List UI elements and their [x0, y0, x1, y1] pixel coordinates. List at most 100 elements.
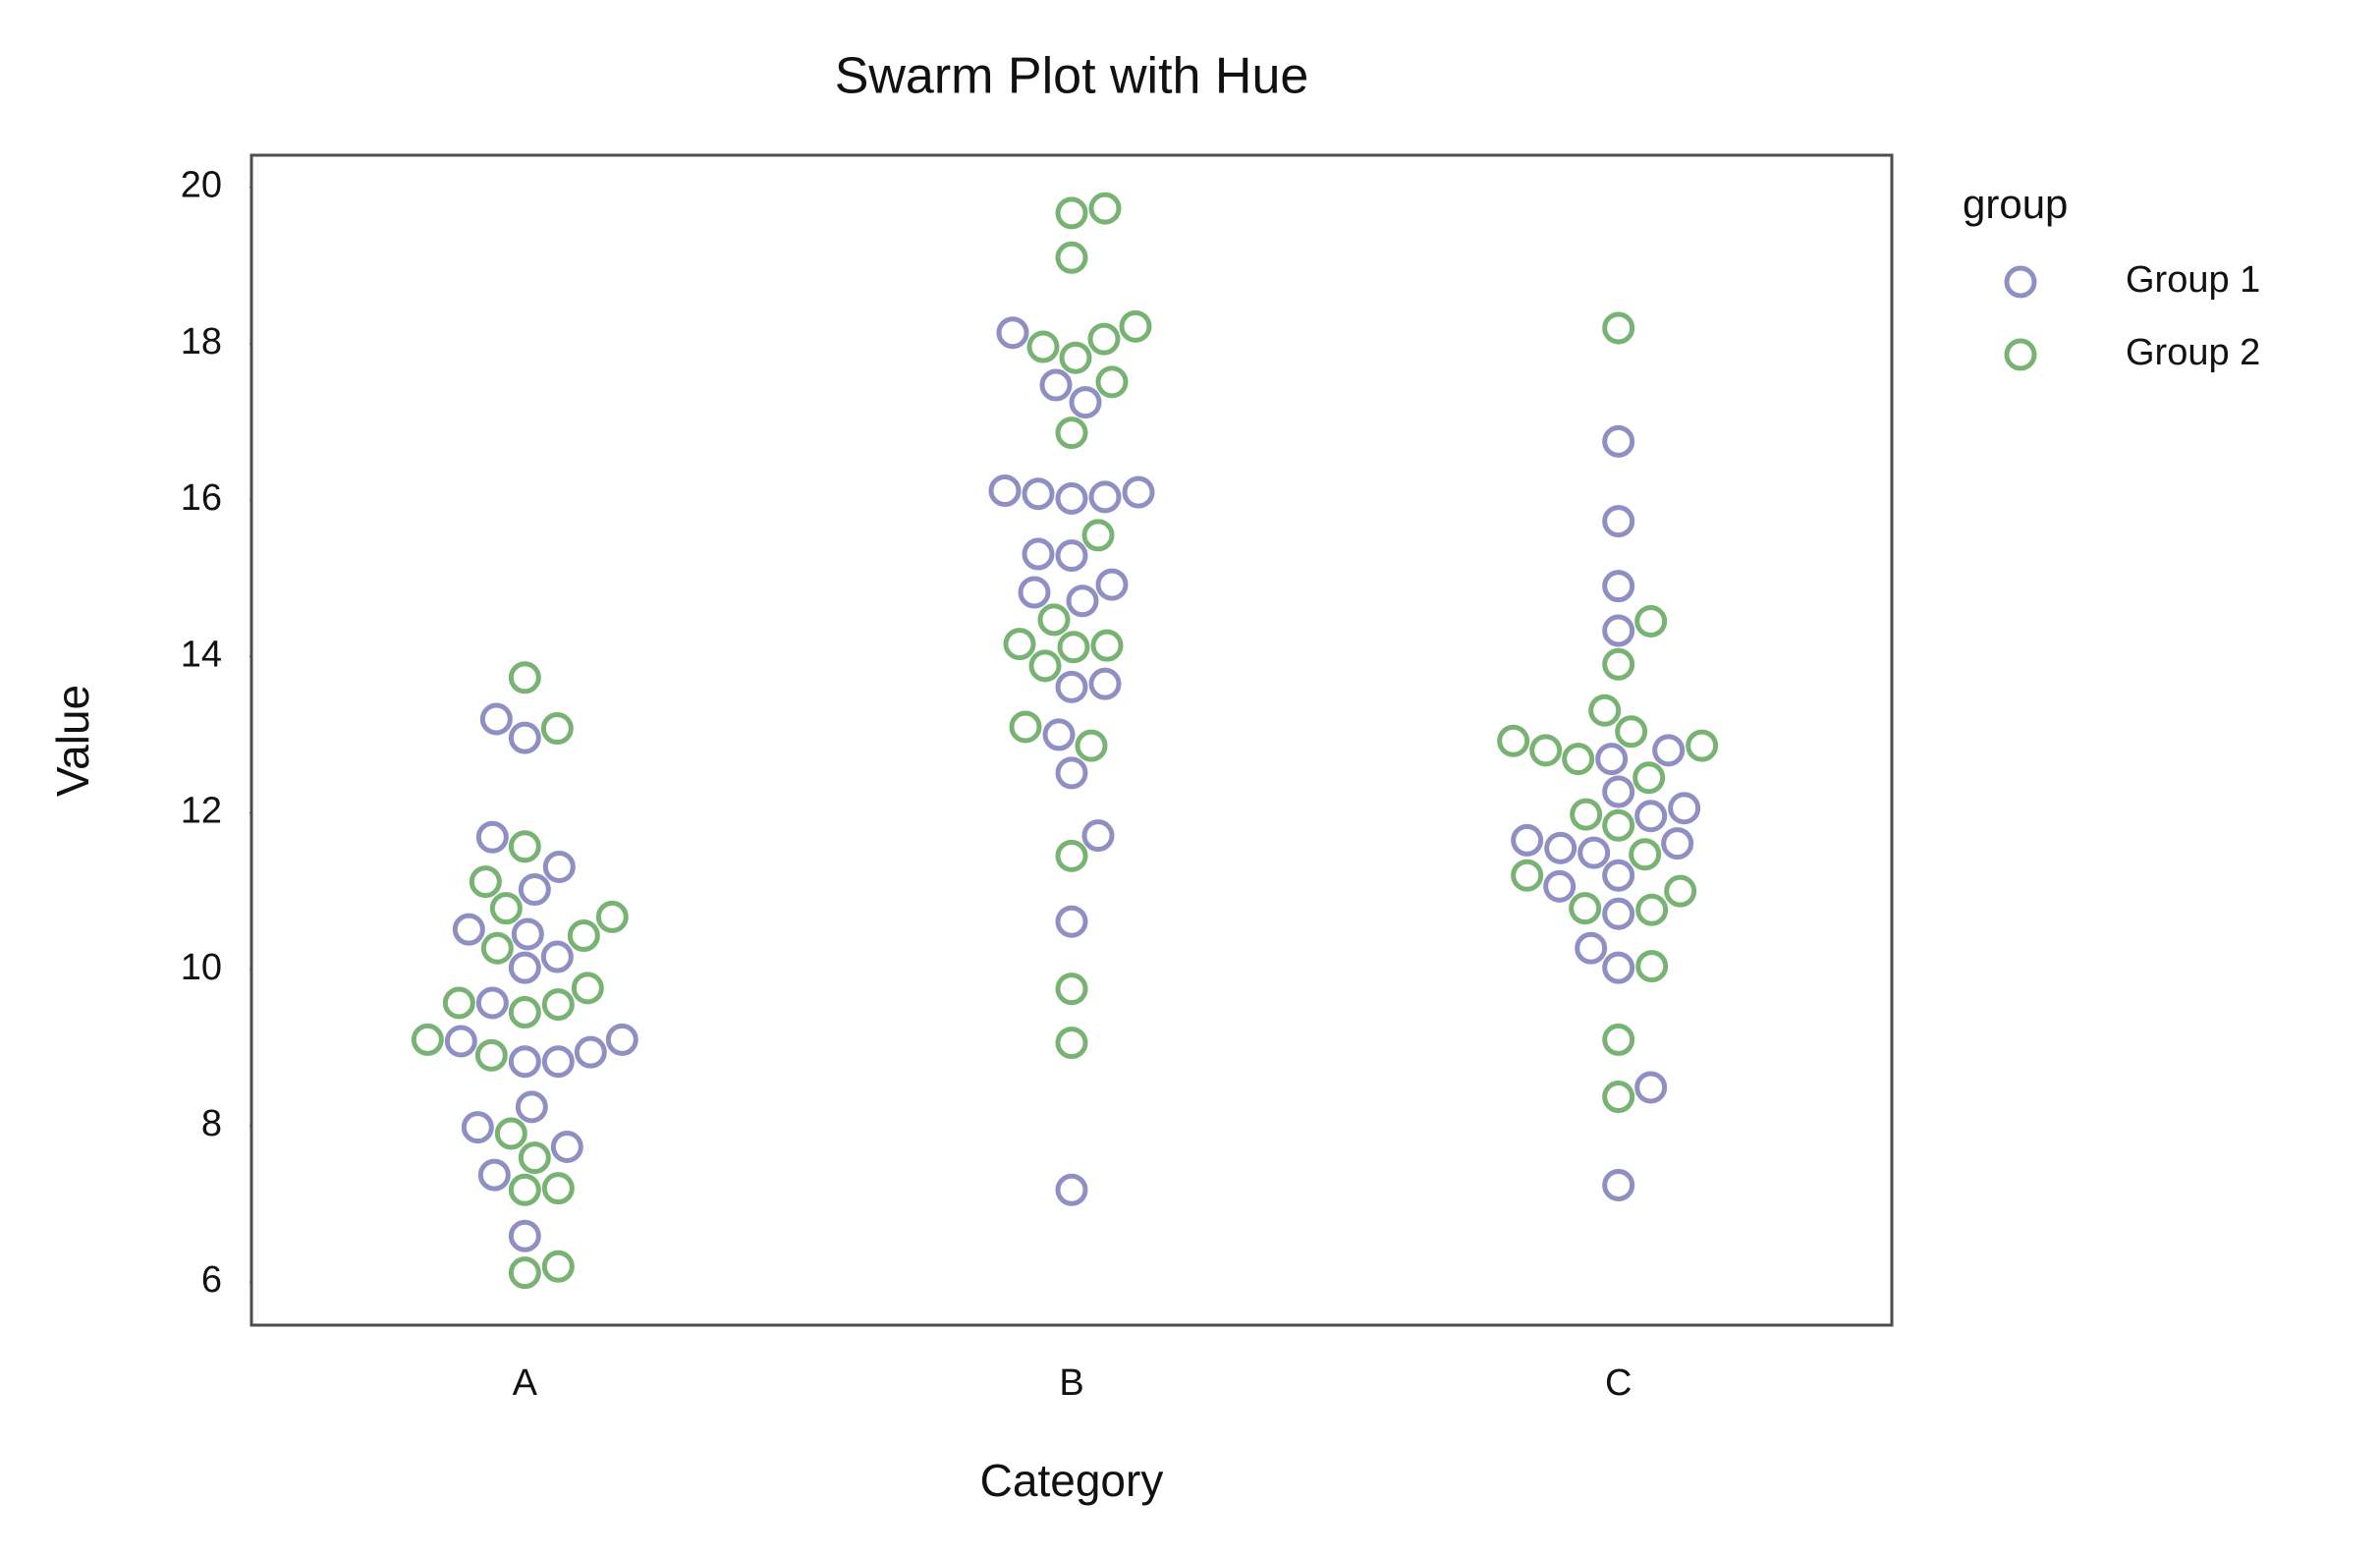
- swarm-point: [1055, 972, 1088, 1006]
- swarm-point: [1634, 1071, 1668, 1104]
- swarm-point: [480, 931, 514, 965]
- swarm-point: [1615, 715, 1648, 749]
- swarm-point: [540, 712, 574, 746]
- x-tick-label: B: [1059, 1362, 1083, 1404]
- swarm-point: [1629, 838, 1662, 871]
- swarm-point: [1634, 604, 1668, 638]
- swarm-point: [508, 721, 541, 754]
- swarm-point: [1634, 800, 1668, 833]
- swarm-point: [595, 900, 629, 933]
- y-tick-label: 18: [181, 321, 222, 362]
- swarm-point: [1095, 568, 1129, 601]
- y-tick-label: 16: [181, 477, 222, 519]
- swarm-point: [444, 1025, 477, 1058]
- swarm-point: [1119, 309, 1152, 343]
- y-tick-label: 20: [181, 165, 222, 206]
- swarm-point: [1544, 831, 1577, 864]
- swarm-point: [1087, 322, 1121, 356]
- swarm-point: [1009, 710, 1042, 744]
- swarm-point: [508, 830, 541, 863]
- swarm-point: [988, 474, 1022, 508]
- swarm-point: [1028, 649, 1062, 683]
- swarm-point: [541, 1045, 575, 1079]
- swarm-point: [1055, 670, 1088, 703]
- swarm-point: [1577, 836, 1611, 869]
- swarm-point: [1664, 874, 1697, 908]
- swarm-point: [1652, 734, 1686, 767]
- y-tick-label: 14: [181, 634, 222, 675]
- swarm-point: [461, 1111, 494, 1144]
- swarm-point: [1529, 734, 1563, 767]
- swarm-point: [1055, 481, 1088, 515]
- swarm-point: [494, 1117, 527, 1150]
- swarm-point: [1055, 539, 1088, 573]
- swarm-point: [1088, 192, 1122, 225]
- swarm-point: [1055, 196, 1088, 230]
- swarm-point: [1602, 424, 1635, 458]
- y-tick-label: 12: [181, 791, 222, 832]
- swarm-point: [1018, 576, 1051, 609]
- swarm-point: [489, 892, 523, 925]
- swarm-point: [442, 986, 475, 1020]
- y-tick-label: 6: [201, 1259, 222, 1301]
- swarm-point: [518, 873, 551, 907]
- swarm-point: [469, 865, 502, 899]
- swarm-point: [1055, 839, 1088, 872]
- swarm-point: [1668, 792, 1701, 825]
- swarm-point: [1497, 724, 1530, 757]
- swarm-point: [1543, 869, 1577, 903]
- swarm-point: [508, 1173, 541, 1206]
- swarm-point: [1562, 743, 1595, 776]
- swarm-point: [1511, 823, 1544, 857]
- swarm-point: [1570, 798, 1603, 831]
- swarm-point: [1602, 808, 1635, 842]
- swarm-point: [567, 919, 600, 953]
- swarm-point: [1055, 756, 1088, 790]
- swarm-point: [1055, 905, 1088, 938]
- swarm-point: [1602, 311, 1635, 345]
- swarm-point: [1003, 628, 1036, 661]
- swarm-point: [1026, 330, 1060, 363]
- legend-label: Group 1: [2126, 259, 2260, 301]
- swarm-point: [452, 913, 485, 946]
- swarm-point: [477, 1158, 511, 1192]
- legend-marker: [2004, 265, 2037, 299]
- swarm-point: [1095, 365, 1129, 399]
- swarm-point: [508, 661, 541, 694]
- swarm-point: [1081, 819, 1115, 853]
- swarm-point: [508, 951, 541, 984]
- swarm-point: [1595, 743, 1629, 776]
- swarm-point: [515, 1090, 548, 1124]
- swarm-point: [540, 940, 574, 973]
- swarm-point: [411, 1023, 444, 1056]
- chart-title: Swarm Plot with Hue: [835, 48, 1309, 105]
- y-axis-label: Value: [47, 685, 98, 797]
- swarm-point: [1635, 950, 1669, 983]
- swarm-point: [1088, 480, 1122, 514]
- swarm-point: [1122, 475, 1155, 509]
- swarm-point: [605, 1023, 638, 1056]
- swarm-point: [1055, 417, 1088, 450]
- swarm-point: [1511, 859, 1544, 892]
- swarm-point: [1602, 775, 1635, 808]
- swarm-point: [1602, 951, 1635, 984]
- swarm-point: [550, 1130, 583, 1163]
- swarm-point: [511, 917, 544, 951]
- swarm-point: [1602, 647, 1635, 681]
- swarm-point: [1602, 614, 1635, 647]
- swarm-point: [1022, 537, 1055, 571]
- swarm-point: [508, 996, 541, 1029]
- swarm-point: [1075, 729, 1108, 762]
- swarm-point: [1602, 505, 1635, 538]
- swarm-point: [541, 988, 575, 1022]
- swarm-point: [475, 820, 509, 854]
- swarm-point: [479, 702, 513, 736]
- swarm-point: [1602, 570, 1635, 603]
- swarm-point: [1059, 341, 1092, 374]
- x-axis-label: Category: [980, 1455, 1164, 1506]
- swarm-point: [1042, 718, 1076, 751]
- legend-title: group: [1963, 181, 2068, 227]
- swarm-point: [474, 1038, 508, 1072]
- swarm-point: [1057, 631, 1090, 664]
